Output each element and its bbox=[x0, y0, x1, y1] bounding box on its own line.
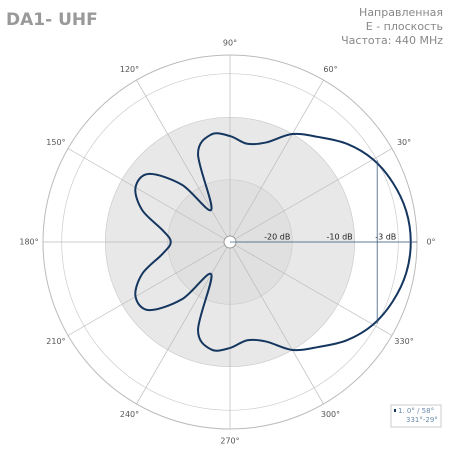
grid-spoke bbox=[136, 241, 231, 405]
grid-spoke bbox=[229, 148, 393, 243]
angle-tick-label: 300° bbox=[321, 410, 340, 419]
angle-tick-label: 60° bbox=[323, 65, 337, 74]
r-tick-label: -3 dB bbox=[375, 233, 396, 242]
angle-tick-label: 30° bbox=[397, 138, 411, 147]
pattern-line bbox=[134, 132, 412, 352]
legend-label: 1. 0° / 58° bbox=[398, 407, 434, 415]
grid-spoke bbox=[229, 241, 324, 405]
subtitle: Направленная bbox=[359, 6, 443, 19]
subtitle: Частота: 440 MHz bbox=[341, 34, 443, 47]
angle-tick-label: 0° bbox=[426, 238, 435, 247]
r-tick-label: -20 dB bbox=[264, 233, 290, 242]
grid-spoke bbox=[67, 241, 231, 336]
legend-range: 331°-29° bbox=[406, 416, 438, 424]
angle-tick-label: 240° bbox=[120, 410, 139, 419]
r-tick-label: -10 dB bbox=[326, 233, 352, 242]
chart-title: DA1- UHF bbox=[6, 10, 98, 30]
legend-swatch bbox=[394, 409, 396, 412]
angle-tick-label: 150° bbox=[46, 138, 65, 147]
grid-spoke bbox=[229, 241, 393, 336]
angle-tick-label: 210° bbox=[46, 337, 65, 346]
angle-tick-label: 270° bbox=[220, 437, 239, 446]
angle-tick-label: 120° bbox=[120, 65, 139, 74]
angle-tick-label: 330° bbox=[394, 337, 413, 346]
grid-spoke bbox=[136, 79, 231, 243]
legend-box bbox=[390, 404, 442, 428]
angle-tick-label: 180° bbox=[19, 238, 38, 247]
grid-spoke bbox=[67, 148, 231, 243]
subtitle: E - плоскость bbox=[366, 20, 443, 33]
grid-spoke bbox=[229, 79, 324, 243]
angle-tick-label: 90° bbox=[223, 39, 237, 48]
